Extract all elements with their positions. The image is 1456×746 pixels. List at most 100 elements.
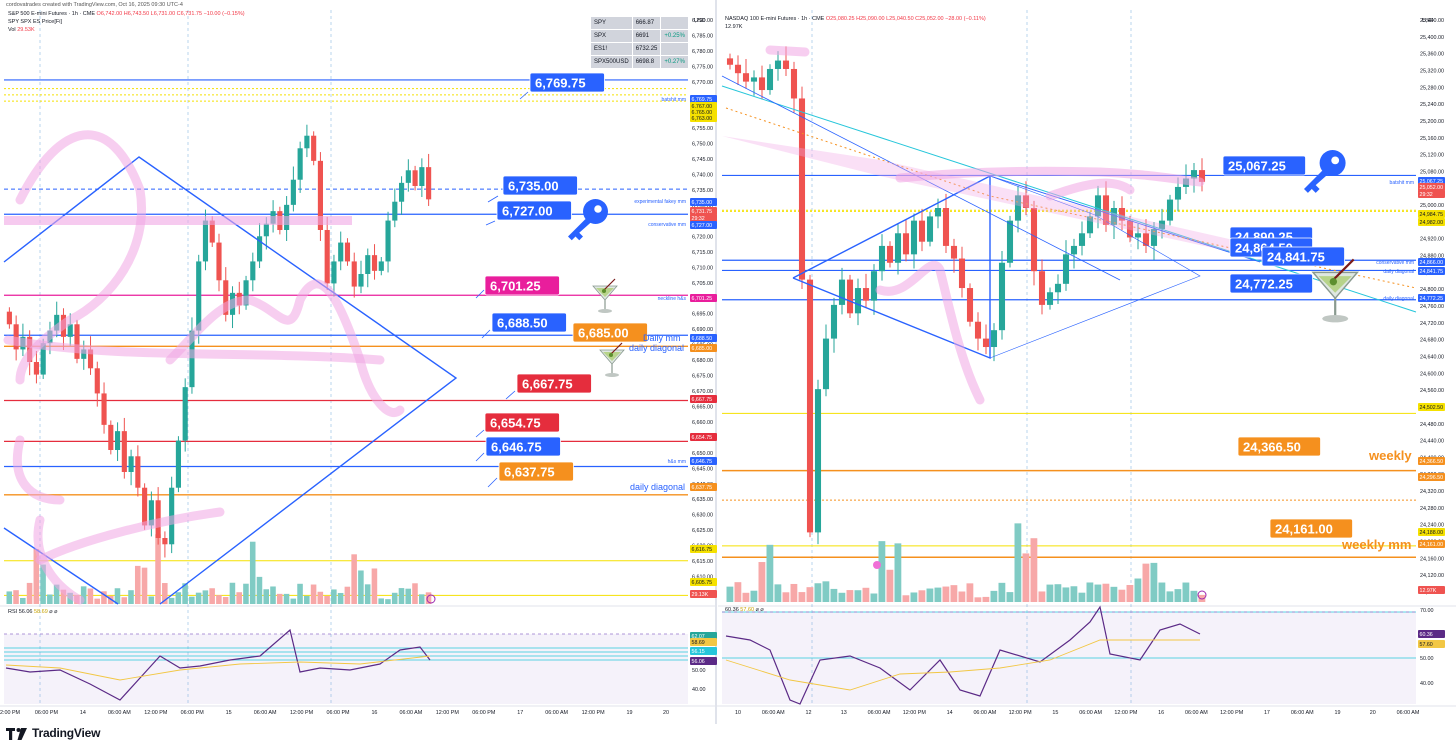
right-volume-bar	[966, 583, 974, 602]
left-axis-tag-text: 6,765.00	[692, 110, 713, 116]
right-axis-tag-text: 60.36	[1420, 632, 1433, 638]
left-price-callout: 6,735.00	[502, 175, 578, 196]
right-rsi-label[interactable]: 60.36 57.60 ⌀ ⌀	[725, 607, 764, 613]
right-candle-body	[830, 304, 838, 339]
right-axis-tag-text: 24,502.50	[1420, 405, 1444, 411]
left-price-callout-bg	[485, 436, 561, 457]
callout-leader	[519, 91, 529, 100]
right-note-weekly-mm: weekly mm	[1341, 537, 1411, 552]
left-volume-bar	[141, 567, 148, 604]
brand-name: TradingView	[32, 726, 101, 740]
left-volume-bar	[162, 583, 168, 604]
left-y-tick: 6,740.00	[692, 173, 713, 179]
right-volume-bar	[1142, 563, 1150, 602]
left-y-tick: 6,645.00	[692, 466, 713, 472]
right-symbol-title[interactable]: NASDAQ 100 E-mini Futures · 1h · CME O25…	[725, 16, 986, 22]
left-volume-bar	[222, 597, 229, 604]
right-candle-body	[1126, 220, 1134, 238]
left-candle-body	[351, 261, 357, 287]
right-volume-bar	[942, 586, 950, 602]
left-axis-tag-text: 6,767.00	[692, 104, 713, 110]
right-price-callout: 25,067.25	[1222, 155, 1306, 176]
right-y-tick: 24,240.00	[1420, 523, 1444, 529]
left-currency-label: USD	[694, 18, 706, 24]
left-symbol-title[interactable]: S&P 500 E-mini Futures · 1h · CME O6,742…	[8, 11, 245, 17]
chart-canvas[interactable]: 6,790.00 6,785.00 6,780.00 6,775.00 6,770.00…	[0, 0, 1456, 724]
left-candle-body	[135, 456, 141, 488]
left-x-tick: 2:00 PM	[0, 710, 21, 716]
right-axis-tag-bg	[1418, 190, 1445, 198]
right-y-tick: 24,480.00	[1420, 422, 1444, 428]
right-candle-body	[998, 262, 1006, 331]
right-drawing-top-band	[895, 166, 1205, 201]
left-axis-tag-bg	[690, 545, 717, 553]
left-volume-label[interactable]: Vol 29.53K	[8, 27, 35, 33]
right-note-weekly: weekly	[1368, 448, 1412, 463]
left-price-callout-text: 6,735.00	[508, 179, 559, 194]
right-volume-bar	[1006, 592, 1014, 602]
callout-leader	[475, 452, 485, 462]
left-line-label: experimental fakey mm	[634, 199, 686, 205]
right-axis-tag-text: 29:32	[1420, 192, 1433, 198]
right-axis-tag: 24,984.75	[1418, 210, 1445, 218]
left-axis-tag-text: 6,763.00	[692, 116, 713, 122]
right-axis-tag-bg	[1418, 473, 1445, 481]
left-axis-tag-bg	[690, 95, 717, 103]
right-volume-bar	[1038, 591, 1046, 602]
right-candle-body	[1150, 229, 1158, 246]
right-volume-bar	[878, 541, 886, 602]
right-axis-tag: 24,866.00	[1418, 258, 1445, 266]
left-axis-tag-text: 62.07	[692, 634, 705, 640]
right-price-callout: 24,161.00	[1269, 518, 1353, 539]
right-price-callout-text: 24,772.25	[1235, 277, 1293, 292]
right-y-tick: 24,880.00	[1420, 254, 1444, 260]
left-volume-bar	[33, 548, 40, 604]
right-axis-tag: 24,772.25	[1418, 294, 1445, 302]
right-rsi-tick: 50.00	[1420, 656, 1434, 662]
left-candle-body	[54, 314, 60, 331]
left-y-tick: 6,785.00	[692, 33, 713, 39]
left-note-daily-mm: Daily mm	[643, 333, 681, 343]
right-y-tick: 25,400.00	[1420, 35, 1444, 41]
left-volume-bar	[418, 594, 425, 604]
left-volume-bar	[168, 597, 175, 604]
left-candle-body	[67, 324, 73, 337]
right-y-tick: 25,320.00	[1420, 68, 1444, 74]
right-axis-tag-text: 24,188.00	[1420, 530, 1444, 536]
right-martini-icon	[1311, 258, 1360, 323]
right-candle-body	[1158, 220, 1166, 230]
left-drawing-m	[165, 279, 405, 417]
left-candle-body	[202, 220, 209, 262]
right-axis-tag-bg	[1418, 183, 1445, 191]
left-y-tick: 6,705.00	[692, 281, 713, 287]
left-candle-body	[223, 280, 229, 315]
left-rsi-label[interactable]: RSI 56.06 58.69 ⌀ ⌀	[8, 609, 58, 615]
left-axis-tag: 6,637.75	[690, 483, 717, 491]
left-candle-body	[121, 431, 127, 472]
left-axis-tag-bg	[690, 590, 717, 598]
right-volume-bar	[750, 590, 758, 602]
right-candle-body	[806, 279, 814, 533]
left-candle-body	[162, 538, 168, 545]
left-price-callout-bg	[502, 175, 578, 196]
callout-leader	[505, 390, 516, 400]
left-price-callout: 6,637.75	[498, 461, 574, 482]
right-line-label: daily diagonal	[1383, 269, 1414, 275]
left-volume-bar	[80, 586, 87, 604]
right-axis-tag-text: 24,161.00	[1420, 542, 1444, 548]
left-volume-bar	[256, 576, 263, 604]
left-volume-bar	[304, 595, 310, 604]
left-volume-bar	[310, 584, 317, 604]
left-y-tick: 6,695.00	[692, 312, 713, 318]
right-axis-tag: 24,366.50	[1418, 457, 1445, 465]
right-axis-tag-text: 24,772.25	[1420, 296, 1444, 302]
left-candle-body	[317, 160, 323, 230]
left-candle-body	[243, 280, 249, 306]
left-price-callout-text: 6,701.25	[490, 279, 541, 294]
left-indicator-label[interactable]: SPY SPX ES Price[Fi]	[8, 19, 63, 25]
left-candle-body	[115, 431, 121, 450]
left-x-tick: 20	[663, 710, 669, 716]
left-volume-bar	[53, 584, 60, 604]
left-y-tick: 6,750.00	[692, 142, 713, 148]
left-axis-tag: 56.15	[690, 647, 717, 655]
